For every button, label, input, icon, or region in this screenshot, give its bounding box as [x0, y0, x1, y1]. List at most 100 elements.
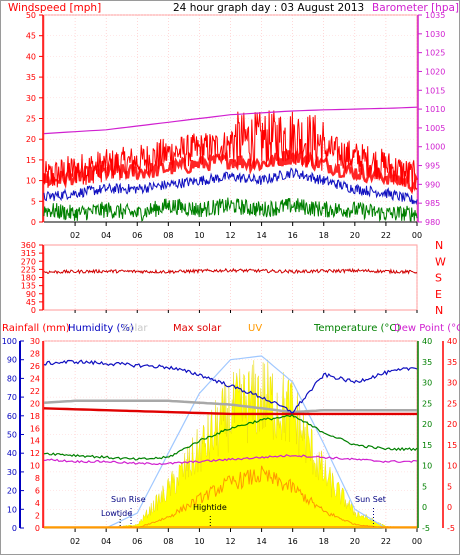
legend-max-solar: Max solar [173, 323, 222, 334]
rain-tick-label: 20 [30, 399, 40, 408]
wind-tick-label: 45 [26, 32, 36, 41]
barometer-tick-label: 1035 [425, 11, 445, 20]
rain-tick-label: 16 [30, 424, 40, 433]
direction-tick-label: 225 [21, 265, 36, 274]
barometer-tick-label: 980 [425, 218, 440, 227]
x-tick-label: 18 [319, 537, 329, 546]
annotation-sunset: Sun Set [355, 495, 386, 504]
x-tick-label: 00 [412, 537, 422, 546]
grey-line [43, 399, 417, 414]
legend-dew-point: Dew Point (°C) [394, 323, 460, 334]
x-tick-label: 20 [350, 537, 360, 546]
x-tick-label: 10 [194, 537, 204, 546]
x-tick-label: 10 [194, 231, 204, 240]
humidity-tick-label: 70 [7, 393, 17, 402]
temperature-tick-label: 25 [422, 399, 432, 408]
legend-uv: UV [248, 323, 262, 334]
temperature-line [43, 413, 418, 461]
wind-gust-line [43, 110, 418, 193]
dewpoint-tick-label: 0 [447, 503, 452, 512]
x-tick-label: 08 [163, 537, 173, 546]
rain-tick-label: 14 [30, 437, 40, 446]
x-tick-label: 08 [163, 231, 173, 240]
dewpoint-tick-label: 25 [447, 399, 457, 408]
temperature-tick-label: 35 [422, 358, 432, 367]
barometer-tick-label: 1020 [425, 67, 445, 76]
dewpoint-tick-label: 35 [447, 358, 457, 367]
temperature-tick-label: 40 [422, 337, 432, 346]
x-tick-label: 02 [70, 231, 80, 240]
dewpoint-tick-label: 30 [447, 379, 457, 388]
wind-tick-label: 5 [31, 197, 36, 206]
rain-tick-label: 28 [30, 349, 40, 358]
rain-tick-label: 22 [30, 387, 40, 396]
barometer-tick-label: 1005 [425, 124, 445, 133]
wind-barometer-panel: 0510152025303540455098098599099510001005… [26, 11, 446, 240]
humidity-tick-label: 60 [7, 412, 17, 421]
wind-gust-band [42, 147, 419, 195]
humidity-tick-label: 30 [7, 468, 17, 477]
wind-tick-label: 25 [26, 115, 36, 124]
x-tick-label: 04 [101, 231, 111, 240]
compass-label: W [435, 255, 446, 268]
x-tick-label: 00 [412, 231, 422, 240]
x-tick-label: 18 [319, 231, 329, 240]
x-tick-label: 06 [132, 537, 142, 546]
rain-tick-label: 10 [30, 462, 40, 471]
x-tick-label: 14 [256, 537, 266, 546]
x-tick-label: 20 [350, 231, 360, 240]
humidity-tick-label: 0 [12, 524, 17, 533]
humidity-tick-label: 10 [7, 505, 17, 514]
x-tick-label: 04 [101, 537, 111, 546]
x-tick-label: 12 [225, 537, 235, 546]
barometer-tick-label: 1015 [425, 86, 445, 95]
x-tick-label: 16 [288, 537, 298, 546]
wind-tick-label: 35 [26, 73, 36, 82]
temperature-tick-label: 10 [422, 462, 432, 471]
compass-label: E [435, 288, 442, 301]
dewpoint-tick-label: 5 [447, 482, 452, 491]
x-tick-label: 22 [381, 537, 391, 546]
chart-title: 24 hour graph day : 03 August 2013 [173, 2, 364, 14]
rain-tick-label: 30 [30, 337, 40, 346]
x-tick-label: 16 [288, 231, 298, 240]
dewpoint-tick-label: 15 [447, 441, 457, 450]
barometer-tick-label: 995 [425, 162, 440, 171]
direction-tick-label: 180 [21, 274, 36, 283]
wind-low-line [43, 197, 418, 222]
dewpoint-tick-label: 40 [447, 337, 457, 346]
direction-tick-label: 45 [26, 298, 36, 307]
direction-tick-label: 135 [21, 282, 36, 291]
barometer-axis-title: Barometer [hpa] [372, 2, 459, 14]
temperature-tick-label: 20 [422, 420, 432, 429]
dew-point-line [43, 454, 418, 466]
barometer-tick-label: 1000 [425, 143, 445, 152]
barometer-tick-label: 1025 [425, 49, 445, 58]
legend-humidity: Humidity (%) [68, 323, 134, 334]
temperature-tick-label: 5 [422, 482, 427, 491]
rain-tick-label: 12 [30, 449, 40, 458]
wind-average-line [43, 167, 418, 205]
temperature-humidity-panel: 0102030405060708090100024681012141618202… [2, 337, 457, 546]
x-tick-label: 02 [70, 537, 80, 546]
barometer-tick-label: 1030 [425, 30, 445, 39]
direction-tick-label: 90 [26, 290, 36, 299]
humidity-tick-label: 90 [7, 356, 17, 365]
wind-tick-label: 40 [26, 52, 36, 61]
annotation-lowtide: Lowtide [101, 509, 132, 518]
uv-line [44, 465, 417, 529]
temperature-tick-label: -5 [422, 524, 430, 533]
x-tick-label: 12 [225, 231, 235, 240]
wind-tick-label: 0 [31, 218, 36, 227]
wind-tick-label: 30 [26, 94, 36, 103]
direction-tick-label: 315 [21, 249, 36, 258]
wind-tick-label: 50 [26, 11, 36, 20]
rain-tick-label: 8 [35, 474, 40, 483]
humidity-line [43, 359, 418, 414]
legend-rainfall: Rainfall (mm) [2, 323, 70, 334]
wind-tick-label: 20 [26, 135, 36, 144]
rain-tick-label: 6 [35, 487, 40, 496]
rain-tick-label: 2 [35, 512, 40, 521]
dewpoint-tick-label: -5 [447, 524, 455, 533]
